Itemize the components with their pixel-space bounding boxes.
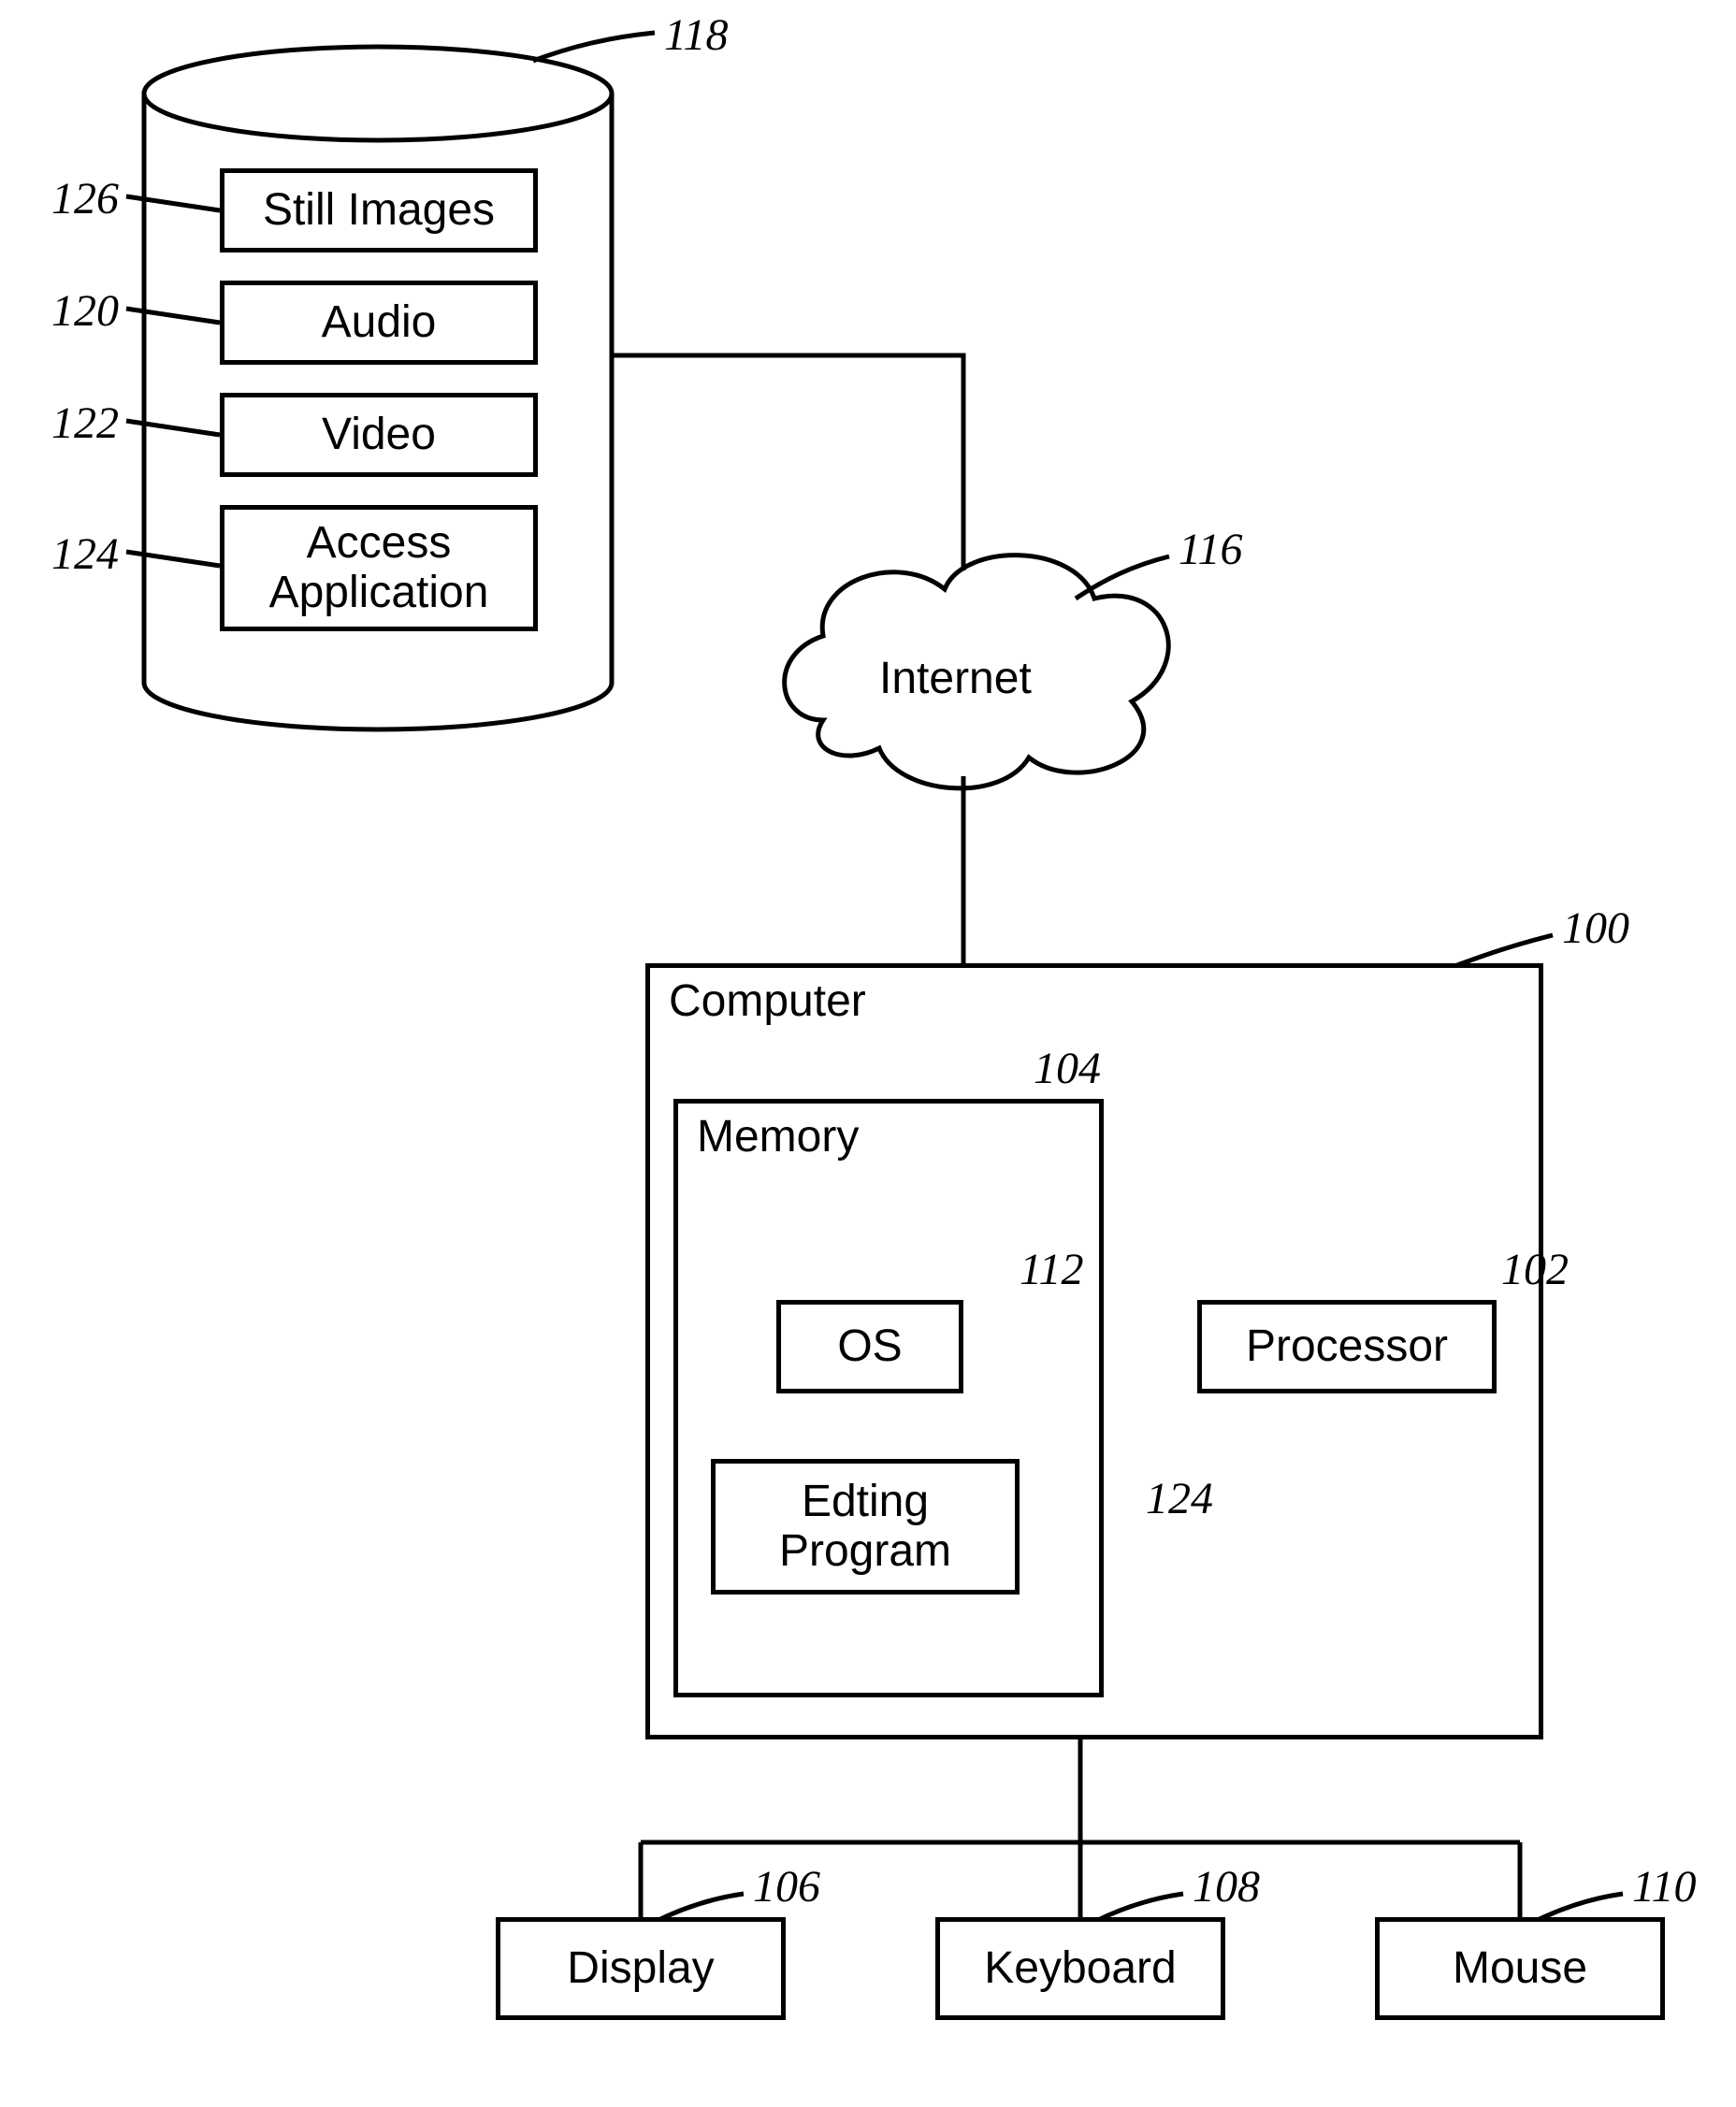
- label-still-images: Still Images: [263, 186, 495, 236]
- ref-104: 104: [1034, 1043, 1101, 1094]
- cylinder-bottom: [144, 683, 612, 729]
- box-mouse: Mouse: [1375, 1917, 1665, 2020]
- diagram-stage: Still Images Audio Video Access Applicat…: [0, 0, 1736, 2107]
- mouse-label: Mouse: [1453, 1944, 1587, 1994]
- box-editing: Edting Program: [711, 1459, 1020, 1595]
- editing-label: Edting Program: [779, 1478, 951, 1577]
- box-processor: Processor: [1197, 1300, 1497, 1393]
- ref-106: 106: [753, 1861, 820, 1912]
- ref-110: 110: [1632, 1861, 1696, 1912]
- conn-db-internet: [612, 355, 963, 570]
- box-os: OS: [776, 1300, 963, 1393]
- box-display: Display: [496, 1917, 786, 2020]
- leader-124-a: [126, 552, 220, 566]
- leader-122: [126, 421, 220, 435]
- box-video: Video: [220, 393, 538, 477]
- ref-124-b: 124: [1146, 1473, 1213, 1524]
- keyboard-label: Keyboard: [984, 1944, 1176, 1994]
- ref-100: 100: [1562, 902, 1629, 954]
- box-access-app: Access Application: [220, 505, 538, 631]
- internet-label: Internet: [879, 654, 1032, 703]
- leader-126: [126, 196, 220, 210]
- display-label: Display: [567, 1944, 714, 1994]
- os-label: OS: [837, 1322, 902, 1372]
- processor-label: Processor: [1246, 1322, 1448, 1372]
- box-still-images: Still Images: [220, 168, 538, 253]
- ref-122: 122: [51, 397, 119, 449]
- ref-108: 108: [1193, 1861, 1260, 1912]
- ref-120: 120: [51, 285, 119, 337]
- box-audio: Audio: [220, 281, 538, 365]
- ref-112: 112: [1020, 1244, 1083, 1295]
- ref-102: 102: [1501, 1244, 1569, 1295]
- cylinder-top: [144, 47, 612, 140]
- label-access-app: Access Application: [269, 519, 489, 618]
- ref-126: 126: [51, 173, 119, 224]
- box-memory: Memory: [673, 1099, 1104, 1697]
- leader-120: [126, 309, 220, 323]
- memory-label: Memory: [697, 1113, 859, 1162]
- internet-text: Internet: [879, 655, 1032, 704]
- ref-124-a: 124: [51, 528, 119, 580]
- computer-label: Computer: [669, 977, 866, 1027]
- box-keyboard: Keyboard: [935, 1917, 1225, 2020]
- ref-116: 116: [1179, 524, 1242, 575]
- leader-116: [1076, 556, 1169, 599]
- label-audio: Audio: [322, 298, 437, 348]
- label-video: Video: [322, 411, 436, 460]
- leader-118: [533, 33, 655, 61]
- ref-118: 118: [664, 9, 728, 61]
